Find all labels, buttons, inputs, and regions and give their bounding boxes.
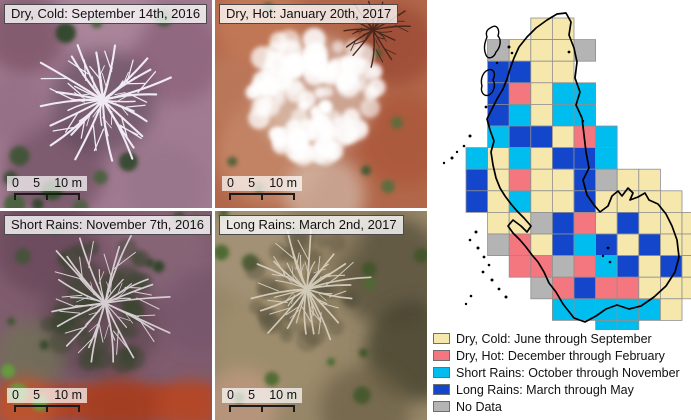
- legend-swatch-no-data: [433, 401, 450, 412]
- aerial-photo-long-rains: [215, 211, 427, 420]
- scale-five: 5: [248, 176, 256, 190]
- aerial-photo-short-rains: [0, 211, 212, 420]
- scale-five: 5: [33, 176, 41, 190]
- scale-bar-labels: 0 5 10 m: [222, 388, 302, 403]
- scale-ten-m: 10 m: [54, 388, 82, 402]
- legend-label-dry-cold: Dry, Cold: June through September: [456, 331, 652, 346]
- scale-bar-ticks: [14, 405, 80, 412]
- legend-label-long-rains: Long Rains: March through May: [456, 382, 634, 397]
- legend-swatch-dry-cold: [433, 333, 450, 344]
- scale-five: 5: [33, 388, 41, 402]
- scale-bar-ticks: [14, 193, 80, 200]
- scale-bar: 0 5 10 m: [7, 176, 87, 200]
- seasonality-grid-map: [442, 12, 691, 330]
- scale-zero: 0: [12, 388, 19, 402]
- coastline-outline: [442, 12, 680, 323]
- legend-row-dry-hot: Dry, Hot: December through February: [433, 347, 680, 364]
- legend-swatch-long-rains: [433, 384, 450, 395]
- scale-zero: 0: [12, 176, 19, 190]
- map-legend: Dry, Cold: June through September Dry, H…: [433, 330, 680, 415]
- panel-label-short-rains: Short Rains: November 7th, 2016: [4, 215, 211, 235]
- panel-label-dry-cold: Dry, Cold: September 14th, 2016: [4, 4, 208, 24]
- scale-ten-m: 10 m: [54, 176, 82, 190]
- panel-dry-cold-photo: Dry, Cold: September 14th, 2016 0 5 10 m: [0, 0, 212, 208]
- map-grid-cells: [465, 17, 691, 330]
- scale-zero: 0: [227, 176, 234, 190]
- scale-zero: 0: [227, 388, 234, 402]
- scale-bar-labels: 0 5 10 m: [222, 176, 302, 191]
- panel-short-rains-photo: Short Rains: November 7th, 2016 0 5 10 m: [0, 211, 212, 420]
- legend-row-dry-cold: Dry, Cold: June through September: [433, 330, 680, 347]
- legend-row-no-data: No Data: [433, 398, 680, 415]
- legend-label-short-rains: Short Rains: October through November: [456, 365, 680, 380]
- scale-bar: 0 5 10 m: [222, 176, 302, 200]
- legend-label-no-data: No Data: [456, 399, 502, 414]
- scale-bar: 0 5 10 m: [7, 388, 87, 412]
- legend-row-long-rains: Long Rains: March through May: [433, 381, 680, 398]
- scale-bar: 0 5 10 m: [222, 388, 302, 412]
- legend-row-short-rains: Short Rains: October through November: [433, 364, 680, 381]
- scale-bar-labels: 0 5 10 m: [7, 388, 87, 403]
- aerial-photo-dry-hot: [215, 0, 427, 208]
- panel-label-long-rains: Long Rains: March 2nd, 2017: [219, 215, 404, 235]
- panel-long-rains-photo: Long Rains: March 2nd, 2017 0 5 10 m: [215, 211, 427, 420]
- scale-five: 5: [248, 388, 256, 402]
- scale-ten-m: 10 m: [269, 388, 297, 402]
- panel-dry-hot-photo: Dry, Hot: January 20th, 2017 0 5 10 m: [215, 0, 427, 208]
- panel-label-dry-hot: Dry, Hot: January 20th, 2017: [219, 4, 399, 24]
- legend-label-dry-hot: Dry, Hot: December through February: [456, 348, 665, 363]
- legend-swatch-dry-hot: [433, 350, 450, 361]
- scale-bar-ticks: [229, 405, 295, 412]
- scale-ten-m: 10 m: [269, 176, 297, 190]
- legend-swatch-short-rains: [433, 367, 450, 378]
- scale-bar-labels: 0 5 10 m: [7, 176, 87, 191]
- seasonality-map-panel: Dry, Cold: June through September Dry, H…: [427, 0, 691, 420]
- scale-bar-ticks: [229, 193, 295, 200]
